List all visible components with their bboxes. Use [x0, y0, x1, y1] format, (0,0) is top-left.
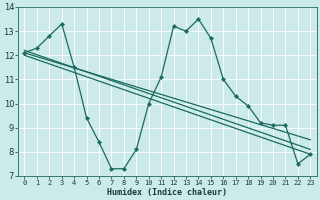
X-axis label: Humidex (Indice chaleur): Humidex (Indice chaleur) [108, 188, 228, 197]
